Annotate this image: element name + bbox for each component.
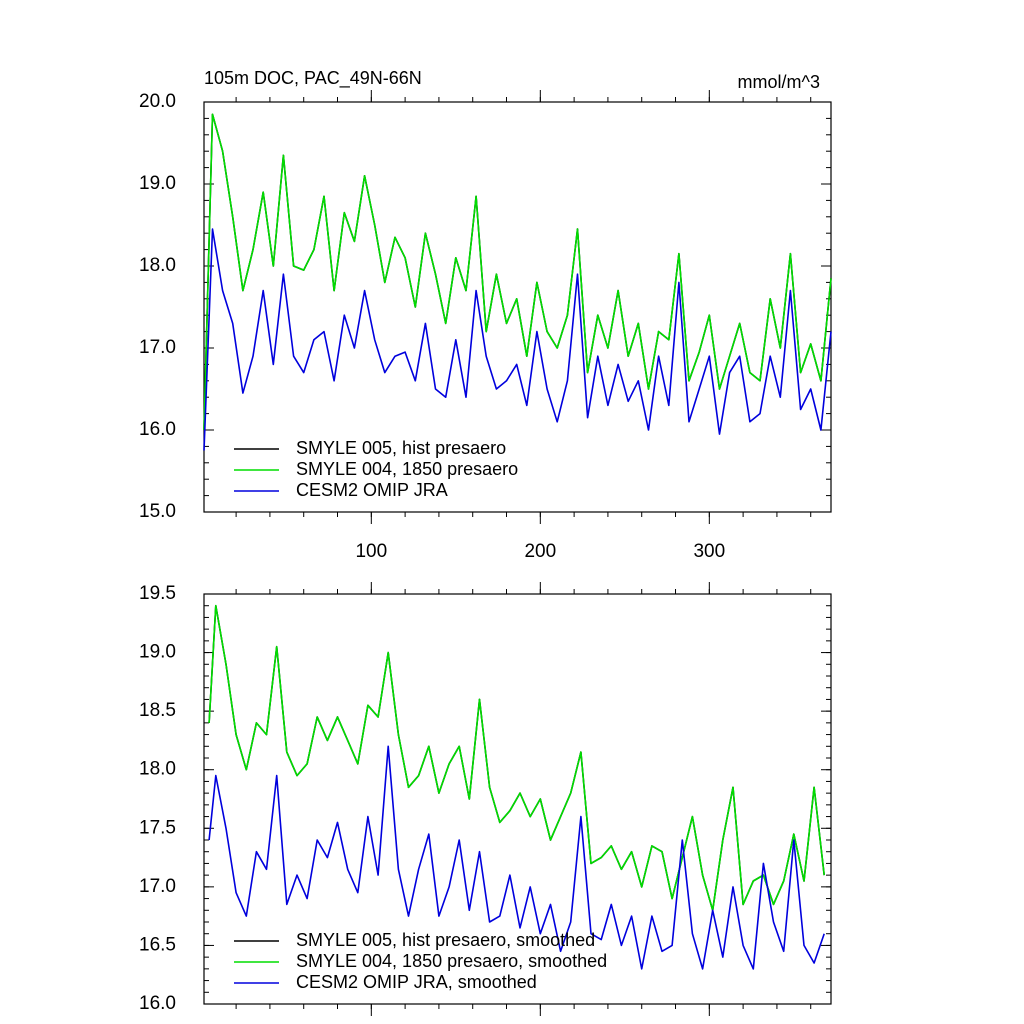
bottom-plot-frame — [203, 593, 832, 1005]
bottom-series-line-1 — [208, 604, 825, 912]
top-y-tick-label: 18.0 — [139, 255, 176, 276]
bottom-legend-label: SMYLE 004, 1850 presaero, smoothed — [296, 951, 607, 971]
bottom-legend-label: CESM2 OMIP JRA, smoothed — [296, 972, 537, 992]
top-x-tick-label: 200 — [524, 541, 556, 562]
bottom-panel: 16.0 16.5 17.0 17.5 18.0 18.5 19.0 19.5 SMYLE 00… — [139, 582, 832, 1016]
top-legend-label: SMYLE 005, hist presaero — [296, 438, 506, 458]
bottom-series-line-3 — [208, 745, 825, 970]
top-chart-units: mmol/m^3 — [738, 72, 820, 92]
top-y-tick-label: 20.0 — [139, 91, 176, 112]
top-chart-title: 105m DOC, PAC_49N-66N — [204, 68, 422, 89]
bottom-y-tick-label: 18.0 — [139, 759, 176, 780]
bottom-y-tick-label: 19.0 — [139, 642, 176, 663]
top-legend-label: CESM2 OMIP JRA — [296, 480, 448, 500]
top-y-tick-label: 16.0 — [139, 419, 176, 440]
top-series-line-3 — [203, 228, 832, 451]
top-x-tick-label: 100 — [355, 541, 387, 562]
bottom-y-tick-label: 16.5 — [139, 934, 176, 955]
bottom-y-tick-label: 17.0 — [139, 876, 176, 897]
top-legend-label: SMYLE 004, 1850 presaero — [296, 459, 518, 479]
bottom-series-line-2 — [208, 604, 825, 912]
top-y-tick-label: 17.0 — [139, 337, 176, 358]
bottom-y-tick-label: 17.5 — [139, 817, 176, 838]
top-plot-frame — [203, 101, 832, 513]
top-series-line-2 — [203, 113, 832, 431]
bottom-y-tick-label: 19.5 — [139, 583, 176, 604]
bottom-y-tick-label: 18.5 — [139, 700, 176, 721]
bottom-legend-label: SMYLE 005, hist presaero, smoothed — [296, 930, 595, 950]
top-x-tick-label: 300 — [693, 541, 725, 562]
bottom-y-tick-label: 16.0 — [139, 993, 176, 1014]
top-panel: 105m DOC, PAC_49N-66N mmol/m^3 15.0 16.0 1… — [139, 68, 832, 562]
top-series-line-1 — [203, 113, 832, 431]
top-y-tick-label: 15.0 — [139, 501, 176, 522]
top-y-tick-label: 19.0 — [139, 173, 176, 194]
